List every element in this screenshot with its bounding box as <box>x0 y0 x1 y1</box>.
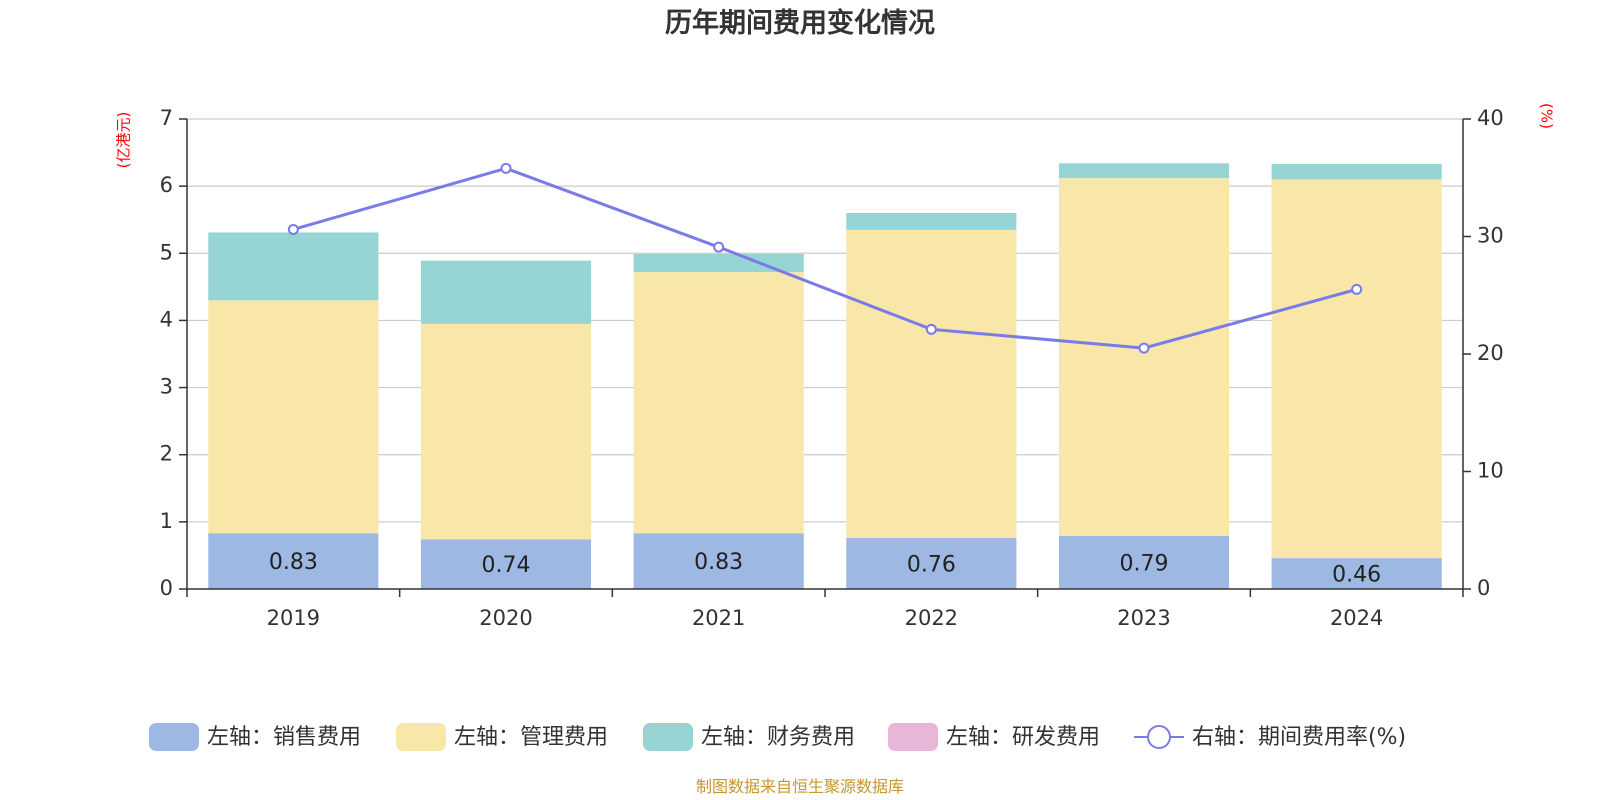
x-tick-label: 2022 <box>905 606 958 630</box>
bar-segment <box>1271 558 1442 589</box>
bar-segment <box>846 229 1017 538</box>
legend-label: 右轴：期间费用率(%) <box>1192 725 1406 750</box>
bar-segment <box>420 539 592 589</box>
bar-value-label: 0.83 <box>694 550 743 575</box>
bar-value-label: 0.46 <box>1332 563 1381 588</box>
bar-segment <box>420 323 592 540</box>
legend-swatch <box>396 723 446 751</box>
legend: 左轴：销售费用 左轴：管理费用 左轴：财务费用 左轴：研发费用 右轴：期间费用率(%) <box>149 723 1406 751</box>
x-tick-label: 2020 <box>479 606 532 630</box>
legend-label: 左轴：销售费用 <box>207 725 361 750</box>
expense-rate-point <box>925 323 937 335</box>
bar-segment <box>633 253 804 273</box>
bar-segment <box>208 300 379 534</box>
bar-segment <box>1058 535 1230 589</box>
left-tick-label: 4 <box>160 307 173 331</box>
left-tick-label: 2 <box>160 442 173 466</box>
source-note: 制图数据来自恒生聚源数据库 <box>696 777 904 796</box>
legend-item[interactable]: 右轴：期间费用率(%) <box>1134 725 1406 750</box>
bar-segment <box>846 537 1017 589</box>
axes: 0 1 2 3 4 5 6 7 0 10 20 30 40 2019 2020 2021 2022 2023 202… <box>160 106 1504 630</box>
bar-segment <box>633 272 804 534</box>
right-tick-label: 40 <box>1477 106 1504 130</box>
legend-label: 左轴：研发费用 <box>946 725 1100 750</box>
expense-rate-point <box>1138 342 1150 354</box>
legend-item[interactable]: 左轴：研发费用 <box>888 723 1100 751</box>
expense-rate-polyline <box>292 166 1358 350</box>
left-tick-label: 3 <box>160 375 173 399</box>
bar-segment <box>846 213 1017 230</box>
bar-segment <box>420 260 592 324</box>
expense-rate-point <box>287 223 299 235</box>
expense-rate-point <box>500 162 512 174</box>
right-tick-label: 30 <box>1477 224 1504 248</box>
expense-rate-line <box>287 162 1363 354</box>
bar-value-labels: 0.83 0.74 0.83 0.76 0.79 0.46 <box>269 550 1381 587</box>
left-axis-unit-label: (亿港元) <box>115 112 133 169</box>
legend-swatch <box>149 723 199 751</box>
expense-rate-point <box>1351 283 1363 295</box>
bar-segment <box>1058 163 1230 179</box>
bar-value-label: 0.79 <box>1120 551 1169 576</box>
x-tick-label: 2019 <box>267 606 320 630</box>
legend-marker <box>1147 725 1171 749</box>
legend-label: 左轴：财务费用 <box>701 725 855 750</box>
bar-segment <box>208 533 379 589</box>
right-tick-label: 10 <box>1477 459 1504 483</box>
bar-value-label: 0.74 <box>482 553 531 578</box>
legend-item[interactable]: 左轴：财务费用 <box>643 723 855 751</box>
chart-title: 历年期间费用变化情况 <box>665 7 935 39</box>
bar-segment <box>1271 163 1442 180</box>
legend-swatch <box>643 723 693 751</box>
bar-value-label: 0.76 <box>907 552 956 577</box>
legend-item[interactable]: 左轴：管理费用 <box>396 723 608 751</box>
bar-segment <box>633 533 804 589</box>
x-tick-label: 2024 <box>1330 606 1383 630</box>
legend-swatch <box>888 723 938 751</box>
legend-item[interactable]: 左轴：销售费用 <box>149 723 361 751</box>
left-tick-label: 6 <box>160 173 173 197</box>
bars <box>208 163 1442 589</box>
gridlines <box>187 118 1463 523</box>
bar-segment <box>1271 179 1442 559</box>
left-tick-label: 7 <box>160 106 173 130</box>
legend-label: 左轴：管理费用 <box>454 725 608 750</box>
right-tick-label: 20 <box>1477 341 1504 365</box>
left-tick-label: 5 <box>160 240 173 264</box>
left-tick-label: 0 <box>160 576 173 600</box>
bar-value-label: 0.83 <box>269 550 318 575</box>
bar-segment <box>1058 178 1230 536</box>
expense-rate-point <box>713 241 725 253</box>
bar-segment <box>208 232 379 301</box>
x-tick-label: 2023 <box>1117 606 1170 630</box>
right-axis-unit-label: (%) <box>1538 103 1556 129</box>
right-tick-label: 0 <box>1477 576 1490 600</box>
left-tick-label: 1 <box>160 509 173 533</box>
x-tick-label: 2021 <box>692 606 745 630</box>
